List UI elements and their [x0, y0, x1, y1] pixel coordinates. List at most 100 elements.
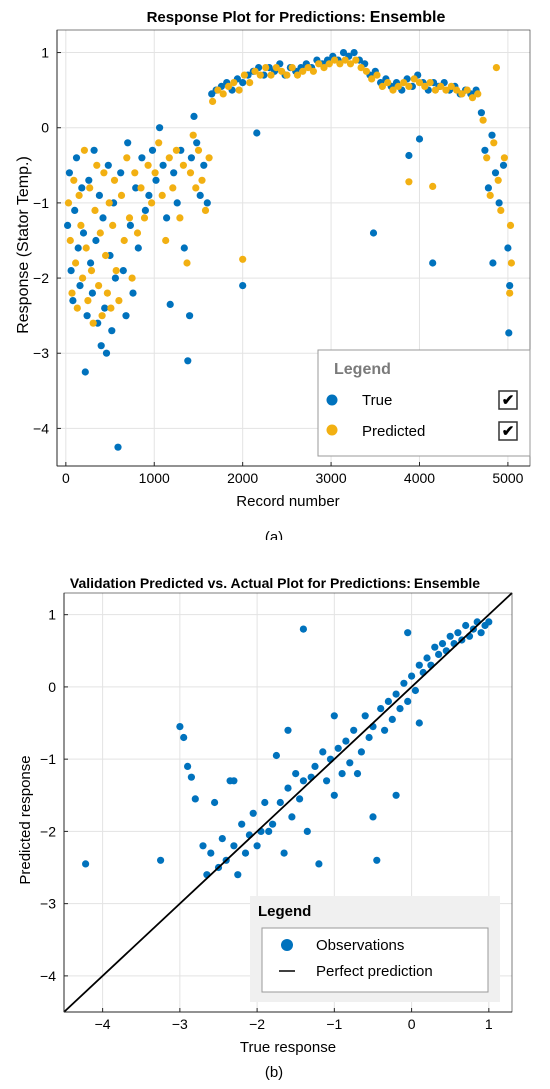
- response-plot-ylabel: Response (Stator Temp.): [15, 156, 32, 334]
- predicted-data-point: [192, 184, 200, 192]
- observation-data-point: [299, 777, 307, 785]
- predicted-data-point: [299, 67, 307, 75]
- true-data-point: [193, 139, 201, 147]
- true-data-point: [90, 146, 98, 154]
- predicted-data-point: [479, 116, 487, 124]
- checkmark-icon: ✔: [502, 423, 515, 440]
- response-plot-title: Response Plot for Predictions: Ensemble: [147, 9, 446, 26]
- true-data-point: [415, 135, 424, 143]
- legend-item-predicted: Predicted: [362, 423, 425, 440]
- legend-true-checkbox[interactable]: [498, 390, 518, 410]
- true-data-point: [190, 112, 198, 120]
- predicted-data-point: [325, 60, 333, 68]
- predicted-data-point: [169, 184, 177, 192]
- true-data-point: [117, 169, 125, 177]
- true-data-point: [83, 312, 91, 320]
- observation-data-point: [377, 705, 385, 713]
- true-data-point: [481, 146, 489, 154]
- observation-data-point: [353, 770, 362, 778]
- perfect-prediction-line: [63, 592, 513, 1013]
- observation-data-point: [284, 784, 292, 792]
- true-data-point: [138, 154, 146, 162]
- predicted-data-point: [89, 319, 97, 327]
- observation-data-point: [365, 733, 373, 742]
- legend-item-true: True: [362, 392, 392, 409]
- legend-observations-marker: [281, 939, 293, 951]
- true-data-point: [173, 199, 181, 207]
- predicted-data-point: [400, 79, 408, 87]
- plot-frame: [56, 29, 531, 467]
- true-data-point: [132, 184, 140, 192]
- predicted-data-point: [506, 221, 515, 229]
- predicted-data-point: [453, 86, 461, 94]
- observation-data-point: [319, 748, 327, 756]
- observation-data-point: [477, 629, 485, 637]
- observation-data-point: [299, 625, 307, 633]
- observation-data-point: [292, 770, 300, 778]
- predicted-data-point: [158, 191, 166, 199]
- true-data-point: [119, 267, 127, 275]
- predicted-data-point: [131, 169, 139, 177]
- predicted-data-point: [362, 67, 370, 75]
- predicted-data-point: [186, 169, 195, 177]
- response-plot: Response Plot for Predictions: Ensemble 0…: [15, 9, 531, 540]
- true-data-point: [506, 282, 514, 290]
- x-tick-label: −1: [326, 1016, 342, 1032]
- true-data-point: [85, 176, 93, 184]
- true-data-point: [72, 154, 81, 162]
- true-data-point: [76, 282, 84, 290]
- predicted-data-point: [140, 214, 149, 222]
- predicted-data-point: [66, 236, 74, 245]
- predicted-data-point: [304, 64, 312, 72]
- predicted-data-point: [309, 67, 317, 75]
- true-data-point: [504, 244, 512, 252]
- observation-data-point: [241, 849, 250, 857]
- true-data-point: [163, 214, 171, 222]
- predicted-data-point: [357, 64, 365, 72]
- predicted-data-point: [209, 97, 217, 105]
- predicted-data-point: [426, 79, 434, 87]
- predicted-data-point: [179, 161, 187, 169]
- caption-a: (a): [265, 529, 283, 540]
- observation-data-point: [350, 726, 358, 734]
- true-data-point: [64, 221, 72, 229]
- legend-predicted-marker: [326, 424, 338, 436]
- y-tick-label: −3: [40, 896, 56, 912]
- y-tick-label: 1: [41, 45, 49, 61]
- true-data-point: [253, 129, 261, 137]
- caption-b: (b): [265, 1064, 283, 1081]
- observation-data-point: [373, 856, 381, 864]
- x-tick-label: 3000: [315, 470, 346, 486]
- predicted-data-point: [80, 146, 88, 154]
- true-data-point: [350, 49, 358, 57]
- true-data-point: [186, 312, 194, 320]
- observation-data-point: [276, 798, 284, 807]
- true-data-point: [203, 199, 211, 207]
- predicted-data-point: [415, 79, 424, 87]
- predicted-vs-actual-plot: Validation Predicted vs. Actual Plot for…: [17, 575, 513, 1081]
- y-tick-label: −4: [40, 968, 56, 984]
- true-data-point: [104, 161, 112, 169]
- observation-data-point: [334, 744, 342, 752]
- predicted-data-point: [137, 184, 145, 192]
- predicted-data-point: [463, 86, 471, 94]
- observation-data-point: [485, 618, 493, 626]
- predicted-data-point: [320, 64, 328, 72]
- true-data-point: [156, 124, 164, 132]
- predicted-data-point: [378, 82, 386, 90]
- observation-data-point: [462, 621, 470, 630]
- predicted-data-point: [77, 221, 85, 229]
- predicted-data-point: [128, 274, 136, 282]
- predicted-data-point: [133, 229, 142, 237]
- predicted-data-point: [176, 214, 184, 222]
- observation-data-point: [272, 751, 280, 760]
- observation-data-point: [384, 697, 392, 705]
- predicted-data-point: [288, 64, 296, 72]
- predicted-data-point: [87, 267, 96, 275]
- true-data-point: [477, 109, 485, 117]
- observation-data-point: [361, 712, 369, 720]
- predicted-data-point: [115, 297, 123, 305]
- predicted-data-point: [468, 94, 477, 102]
- legend-predicted-checkbox[interactable]: [498, 421, 518, 441]
- predicted-data-point: [96, 229, 104, 237]
